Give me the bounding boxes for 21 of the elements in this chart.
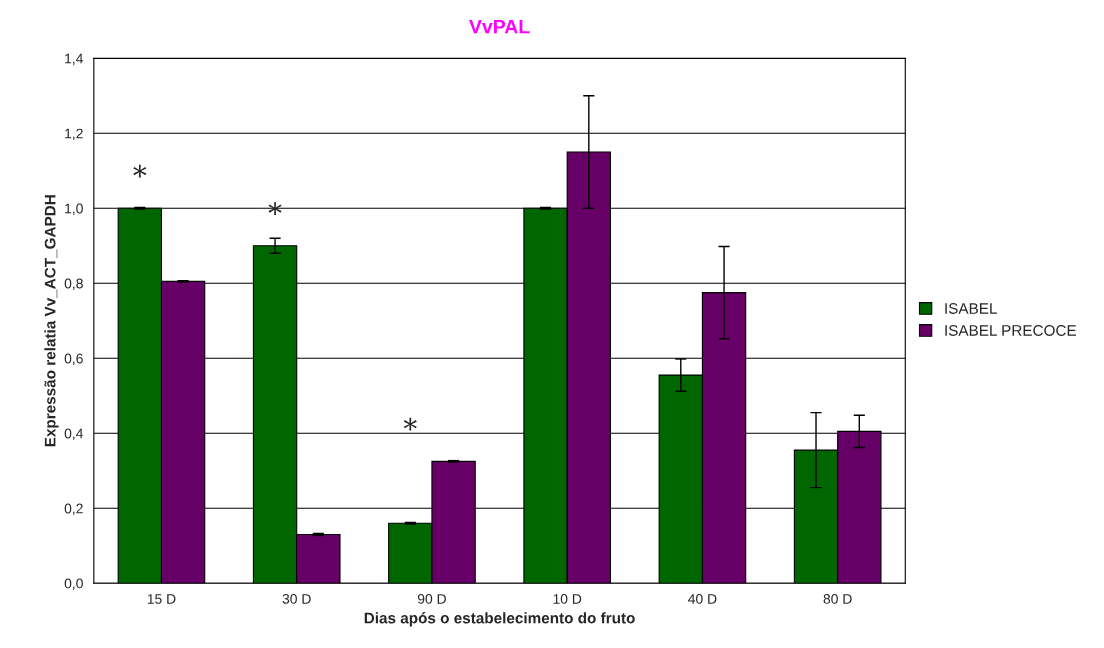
x-tick-label: 10 D xyxy=(553,593,582,604)
x-tick-label: 15 D xyxy=(147,594,176,604)
annotation: * xyxy=(403,417,417,431)
y-tick-label: 0,2 xyxy=(64,503,83,516)
x-tick-label: 90 D xyxy=(417,593,446,604)
y-tick-label: 0,8 xyxy=(64,278,83,291)
y-axis-title: Expressão relatia Vv_ACT_GAPDH xyxy=(44,195,59,447)
x-axis-title: Dias após o estabelecimento do fruto xyxy=(364,612,635,627)
x-tick-label: 80 D xyxy=(823,593,852,604)
legend-label: ISABEL PRECOCE xyxy=(945,325,1077,336)
y-tick-label: 0,6 xyxy=(64,353,83,366)
annotation: * xyxy=(133,164,147,178)
x-tick-label: 40 D xyxy=(688,593,717,604)
y-tick-label: 0,4 xyxy=(64,428,84,441)
y-tick-label: 1,4 xyxy=(65,53,84,66)
legend-label: ISABEL xyxy=(945,303,997,314)
chart-title: VvPAL xyxy=(469,19,530,34)
x-tick-label: 30 D xyxy=(282,593,311,604)
y-tick-label: 1,2 xyxy=(65,128,83,141)
y-tick-label: 1,0 xyxy=(65,203,83,216)
y-tick-label: 0,0 xyxy=(64,578,83,591)
